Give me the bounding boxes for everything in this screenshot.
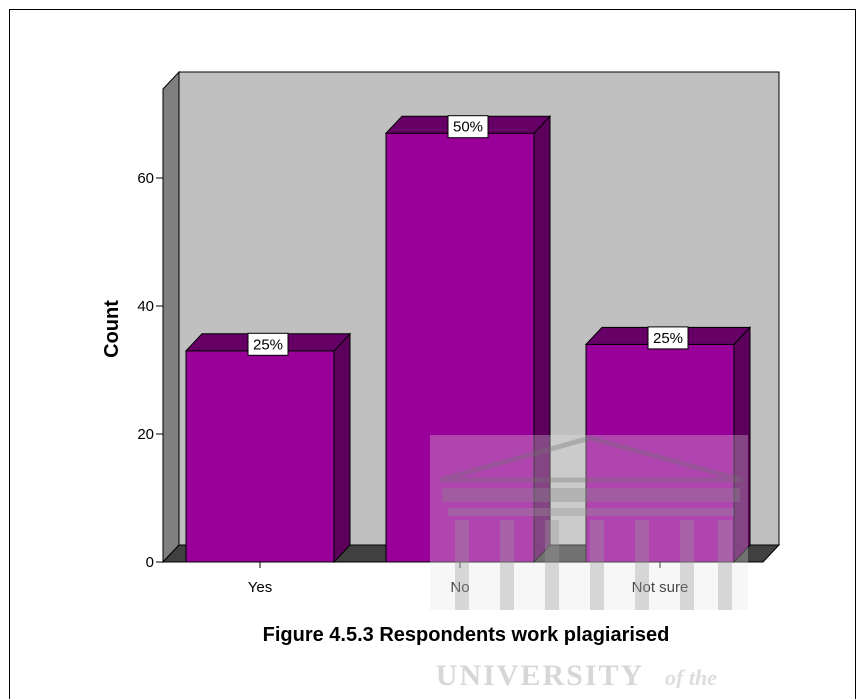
watermark-beam <box>448 508 734 516</box>
watermark-entablature <box>442 488 740 502</box>
data-label-box <box>447 115 489 139</box>
watermark-backdrop <box>430 435 748 610</box>
y-tick-label: 0 <box>146 554 154 571</box>
data-label: 25% <box>247 332 289 356</box>
bar-front <box>585 343 735 563</box>
left-wall <box>162 70 180 564</box>
x-tick-label: Yes <box>248 579 272 596</box>
watermark-column <box>590 520 604 610</box>
bar-front <box>185 350 335 563</box>
data-label-text: 25% <box>253 336 283 353</box>
bar-not-sure: 25% <box>584 326 752 564</box>
y-tick-label: 40 <box>137 298 154 315</box>
data-label-text: 50% <box>453 119 483 136</box>
y-axis: 0 20 40 60 <box>137 170 163 571</box>
watermark-column <box>680 520 694 610</box>
figure-caption: Figure 4.5.3 Respondents work plagiarise… <box>263 624 670 646</box>
watermark-column <box>718 520 732 610</box>
bar-side <box>333 332 351 564</box>
watermark-text-suffix: of the <box>665 665 717 688</box>
watermark-column <box>455 520 469 610</box>
watermark-text: UNIVERSITY <box>436 659 644 688</box>
data-label: 50% <box>447 115 489 139</box>
bars: 25% 50% 25% <box>184 114 752 564</box>
y-tick-label: 60 <box>137 170 154 187</box>
data-label-box <box>247 332 289 356</box>
watermark-column <box>500 520 514 610</box>
watermark-pediment <box>439 435 743 483</box>
watermark-column <box>635 520 649 610</box>
university-watermark: UNIVERSITY of the <box>430 435 748 688</box>
bar-yes: 25% <box>184 332 352 564</box>
y-axis-title: Count <box>101 300 123 358</box>
y-tick-label: 20 <box>137 426 154 443</box>
data-label: 25% <box>647 326 689 350</box>
data-label-text: 25% <box>653 330 683 347</box>
data-label-box <box>647 326 689 350</box>
watermark-column <box>545 520 559 610</box>
